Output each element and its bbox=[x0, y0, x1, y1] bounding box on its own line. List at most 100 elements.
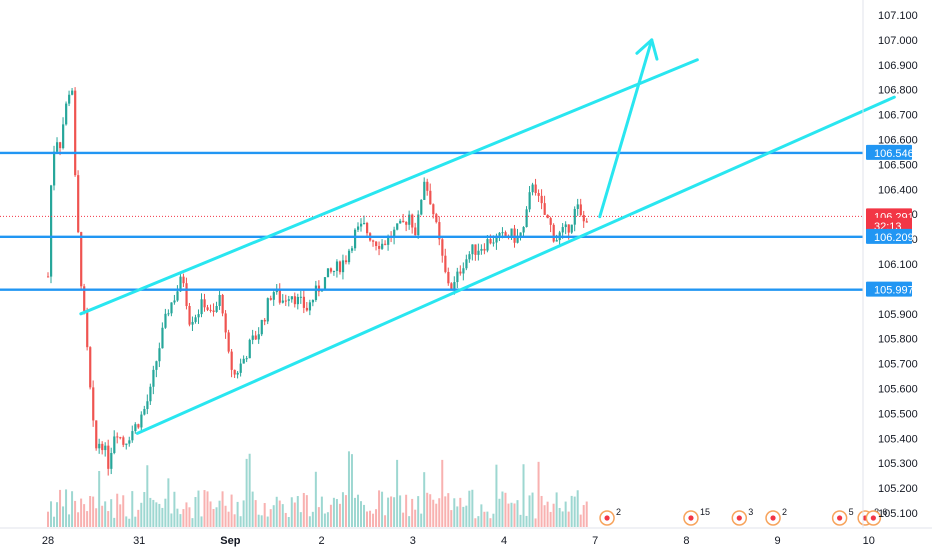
volume-bar bbox=[275, 496, 278, 527]
volume-bar bbox=[125, 516, 128, 527]
volume-bar bbox=[432, 499, 435, 527]
candle-body bbox=[68, 94, 71, 104]
candle-body bbox=[254, 335, 257, 340]
volume-bar bbox=[513, 503, 516, 527]
volume-bar bbox=[393, 497, 396, 527]
volume-bar bbox=[299, 512, 302, 527]
candle-body bbox=[200, 299, 203, 315]
candle-body bbox=[393, 229, 396, 238]
candle-body bbox=[474, 244, 477, 255]
candle-body bbox=[80, 232, 83, 287]
candle-body bbox=[227, 332, 230, 352]
volume-bar bbox=[236, 501, 239, 527]
volume-bar bbox=[405, 494, 408, 527]
candle-body bbox=[257, 334, 260, 340]
price-tick-label: 105.600 bbox=[878, 384, 918, 396]
candle-body bbox=[381, 243, 384, 249]
candle-body bbox=[260, 319, 263, 335]
volume-bar bbox=[516, 500, 519, 527]
candle-body bbox=[411, 214, 414, 228]
volume-bar bbox=[579, 514, 582, 527]
volume-bar bbox=[152, 499, 155, 527]
candle-body bbox=[107, 445, 110, 469]
event-markers[interactable]: 21532586 bbox=[599, 507, 887, 526]
volume-bar bbox=[131, 491, 134, 527]
candle-body bbox=[197, 314, 200, 318]
volume-bar bbox=[462, 506, 465, 527]
volume-bar bbox=[498, 498, 501, 527]
candle-body bbox=[567, 224, 570, 233]
candle-body bbox=[576, 204, 579, 209]
candle-body bbox=[486, 239, 489, 251]
volume-bar bbox=[251, 491, 254, 527]
volume-bar bbox=[296, 496, 299, 527]
volume-bar bbox=[369, 510, 372, 527]
candle-body bbox=[293, 296, 296, 305]
volume-bar bbox=[408, 516, 411, 527]
volume-bar bbox=[435, 503, 438, 527]
horizontal-levels[interactable] bbox=[0, 151, 863, 291]
volume-bar bbox=[507, 503, 510, 527]
volume-bar bbox=[107, 511, 110, 527]
candle-body bbox=[387, 236, 390, 245]
volume-bar bbox=[585, 501, 588, 527]
volume-bar bbox=[323, 513, 326, 527]
price-tick-label: 105.100 bbox=[878, 508, 918, 520]
volume-bar bbox=[269, 509, 272, 527]
candle-body bbox=[417, 214, 420, 236]
volume-bar bbox=[305, 495, 308, 527]
candle-body bbox=[170, 302, 173, 314]
volume-bar bbox=[567, 511, 570, 527]
candle-body bbox=[95, 420, 98, 449]
time-axis[interactable]: 28 31 Sep 2 3 4 7 8 9 10 bbox=[42, 535, 875, 547]
candle-body bbox=[453, 282, 456, 290]
candle-body bbox=[438, 222, 441, 240]
candle-body bbox=[347, 250, 351, 263]
volume-bar bbox=[489, 518, 492, 527]
volume-bar bbox=[573, 496, 576, 527]
projection-arrow-shaft[interactable] bbox=[598, 38, 654, 219]
candle-body bbox=[143, 409, 146, 415]
candle-body bbox=[311, 299, 315, 303]
candle-body bbox=[378, 245, 381, 249]
candle-body bbox=[305, 307, 309, 311]
candle-body bbox=[47, 276, 50, 278]
volume-bar bbox=[59, 489, 62, 527]
volume-bar bbox=[98, 470, 101, 527]
trend-line-channel-bottom[interactable] bbox=[135, 95, 896, 435]
candle-body bbox=[89, 347, 92, 388]
candle-body bbox=[531, 184, 534, 193]
volume-bar bbox=[414, 509, 417, 527]
candle-body bbox=[480, 248, 483, 251]
trend-line-channel-top[interactable] bbox=[79, 58, 699, 316]
calendar-event-dot bbox=[870, 515, 876, 521]
volume-bar bbox=[95, 508, 98, 527]
volume-bar bbox=[278, 500, 281, 527]
volume-bar bbox=[146, 465, 149, 527]
price-axis[interactable]: 107.100 107.000 106.900 106.800 106.700 106.6… bbox=[878, 10, 918, 520]
candle-body bbox=[71, 90, 74, 95]
volume-bar bbox=[350, 454, 353, 527]
volume-bar bbox=[242, 500, 245, 527]
volume-bar bbox=[329, 504, 332, 527]
candle-body bbox=[134, 424, 137, 432]
projection-arrow-head[interactable] bbox=[635, 38, 659, 61]
candle-body bbox=[432, 204, 435, 215]
volume-bar bbox=[53, 516, 56, 527]
candle-body bbox=[113, 436, 116, 453]
candle-body bbox=[338, 261, 342, 273]
volume-bar bbox=[396, 459, 399, 527]
candle-body bbox=[185, 283, 188, 307]
candle-body bbox=[326, 268, 330, 278]
volume-bar bbox=[101, 505, 104, 527]
candle-body bbox=[191, 321, 194, 325]
drawings[interactable] bbox=[79, 38, 896, 435]
candle-body bbox=[272, 292, 275, 300]
volume-bar bbox=[438, 498, 441, 527]
candle-body bbox=[477, 250, 480, 255]
volume-bar bbox=[47, 511, 49, 527]
volume-bar bbox=[143, 492, 146, 527]
